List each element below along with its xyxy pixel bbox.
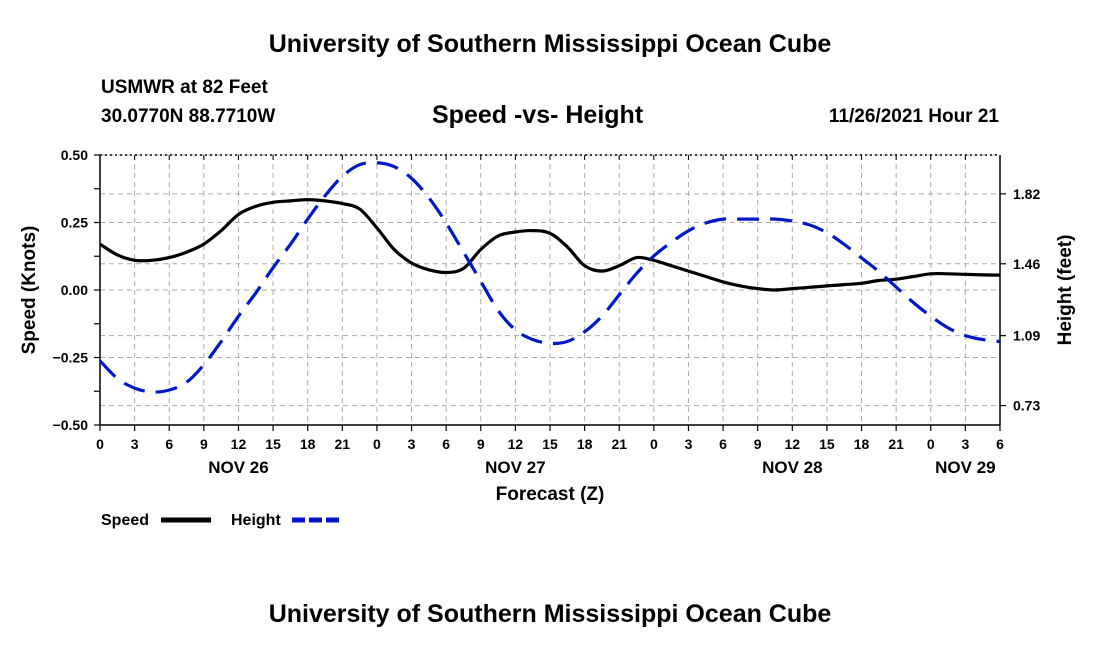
height-series-line <box>98 161 1001 394</box>
date-label: NOV 27 <box>485 458 545 477</box>
x-tick-label: 9 <box>200 436 208 452</box>
y-tick-label-left: 0.00 <box>61 282 88 298</box>
x-tick-label: 12 <box>231 436 247 452</box>
x-tick-label: 6 <box>719 436 727 452</box>
x-tick-label: 15 <box>819 436 835 452</box>
datetime-label: 11/26/2021 Hour 21 <box>828 106 999 127</box>
speed-series-line <box>99 198 1001 292</box>
x-tick-label: 3 <box>685 436 693 452</box>
x-tick-label: 21 <box>888 436 904 452</box>
date-label: NOV 26 <box>208 458 268 477</box>
y-tick-label-left: 0.25 <box>61 215 88 231</box>
y-axis-title-left: Speed (Knots) <box>19 226 40 355</box>
x-tick-label: 0 <box>927 436 935 452</box>
x-tick-label: 15 <box>265 436 281 452</box>
legend-label-height: Height <box>231 512 281 529</box>
x-tick-label: 0 <box>96 436 104 452</box>
x-tick-label: 21 <box>335 436 351 452</box>
x-tick-label: 18 <box>854 436 870 452</box>
y-tick-label-right: 1.82 <box>1013 186 1040 202</box>
x-tick-label: 3 <box>131 436 139 452</box>
y-tick-label-left: −0.50 <box>53 417 89 433</box>
date-label: NOV 29 <box>935 458 995 477</box>
coordinates-label: 30.0770N 88.7710W <box>101 106 276 127</box>
y-tick-label-left: −0.25 <box>53 350 89 366</box>
page-title: University of Southern Mississippi Ocean… <box>268 30 832 58</box>
x-tick-label: 9 <box>477 436 485 452</box>
y-axis-title-right: Height (feet) <box>1055 235 1076 346</box>
series <box>98 161 1001 394</box>
legend-label-speed: Speed <box>101 512 149 529</box>
x-tick-label: 6 <box>165 436 173 452</box>
x-tick-label: 3 <box>408 436 416 452</box>
x-tick-label: 12 <box>785 436 801 452</box>
footer-title: University of Southern Mississippi Ocean… <box>268 600 832 628</box>
x-tick-label: 6 <box>996 436 1004 452</box>
x-tick-label: 21 <box>611 436 627 452</box>
x-tick-label: 9 <box>754 436 762 452</box>
y-tick-label-right: 1.46 <box>1013 256 1040 272</box>
axes <box>94 154 1006 431</box>
x-tick-label: 0 <box>650 436 658 452</box>
y-tick-label-left: 0.50 <box>61 147 88 163</box>
axis-labels: 0.50 0.25 0.00 −0.25 −0.50 1.82 1.46 1.09 0.73 0 3… <box>19 147 1076 529</box>
chart-subtitle: Speed -vs- Height <box>432 101 644 129</box>
x-axis-title: Forecast (Z) <box>496 484 605 505</box>
x-tick-label: 18 <box>300 436 316 452</box>
station-label: USMWR at 82 Feet <box>101 77 268 98</box>
grid <box>100 154 1000 426</box>
y-tick-label-right: 0.73 <box>1013 398 1040 414</box>
date-label: NOV 28 <box>762 458 822 477</box>
x-tick-label: 3 <box>961 436 969 452</box>
x-tick-label: 6 <box>442 436 450 452</box>
x-tick-label: 12 <box>508 436 524 452</box>
y-tick-label-right: 1.09 <box>1013 328 1040 344</box>
x-tick-label: 18 <box>577 436 593 452</box>
x-tick-label: 0 <box>373 436 381 452</box>
x-tick-label: 15 <box>542 436 558 452</box>
